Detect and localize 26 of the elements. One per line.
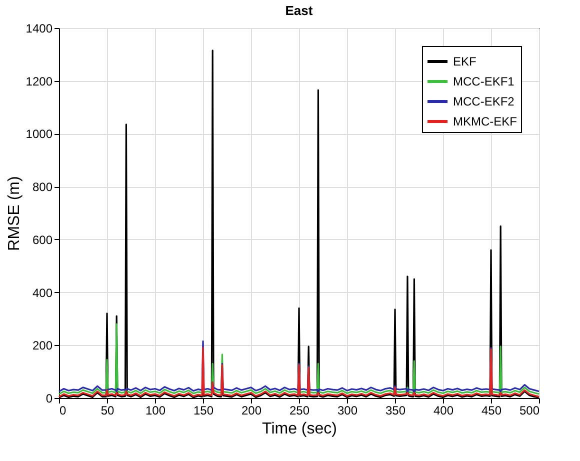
y-tick-label: 800 (32, 180, 53, 194)
x-tick-label: 250 (289, 404, 310, 418)
legend-label: MCC-EKF1 (453, 74, 515, 88)
x-tick-label: 0 (60, 404, 66, 418)
y-tick-label: 1400 (26, 22, 53, 36)
x-tick-label: 100 (145, 404, 166, 418)
y-tick-label: 0 (46, 392, 53, 406)
x-tick-label: 450 (481, 404, 502, 418)
legend-label: EKF (453, 54, 476, 68)
y-tick-label: 600 (32, 232, 53, 247)
chart-title: East (285, 3, 314, 18)
y-tick-label: 200 (32, 338, 53, 353)
x-tick-label: 300 (337, 404, 358, 418)
x-axis-title: Time (sec) (262, 420, 337, 438)
y-tick-label: 1000 (26, 127, 53, 142)
y-axis-title: RMSE (m) (6, 176, 23, 251)
x-tick-label: 350 (385, 404, 406, 418)
y-tick-label: 1200 (26, 74, 53, 88)
y-tick-label: 400 (32, 286, 53, 300)
x-tick-label: 500 (519, 404, 540, 418)
x-tick-label: 400 (433, 404, 454, 418)
legend-label: MCC-EKF2 (453, 94, 515, 108)
x-tick-label: 200 (241, 404, 262, 418)
x-tick-label: 50 (100, 404, 114, 418)
legend-label: MKMC-EKF (453, 114, 517, 128)
x-tick-label: 150 (193, 404, 214, 418)
